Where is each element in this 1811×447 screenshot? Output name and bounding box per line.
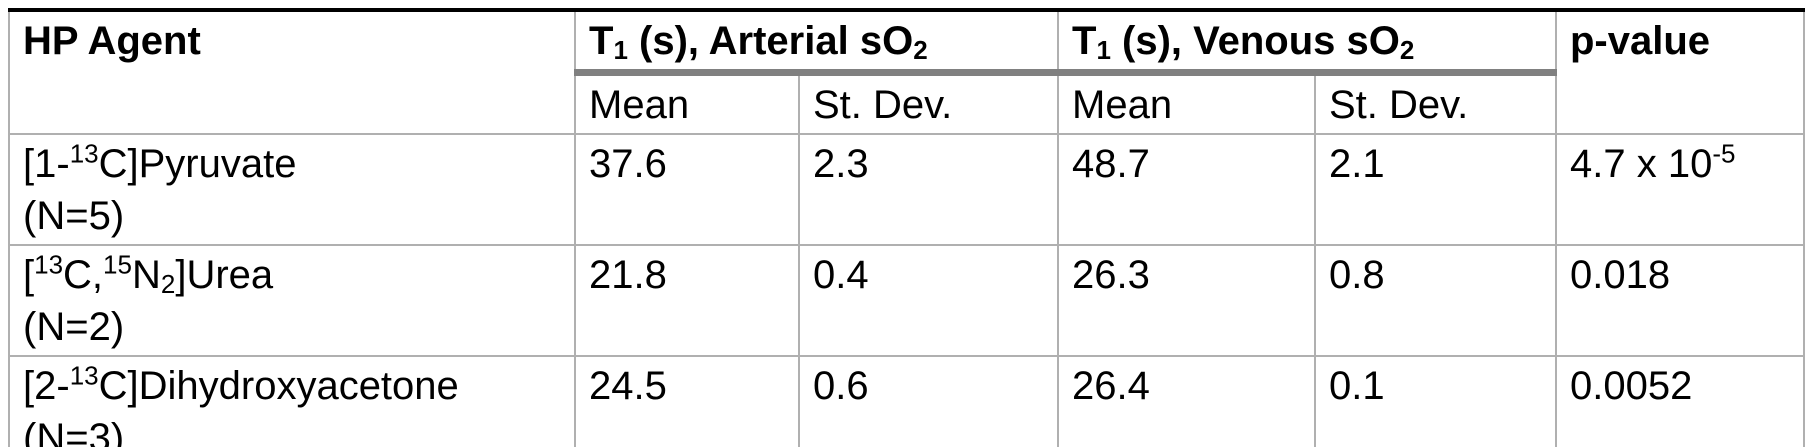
subheader-arterial-mean: Mean — [574, 71, 800, 135]
table-row: [13C,15N2]Urea (N=2) 21.8 0.4 26.3 0.8 0… — [8, 244, 1805, 357]
cell-arterial-stdev: 0.4 — [798, 244, 1059, 357]
cell-venous-stdev: 2.1 — [1314, 133, 1557, 246]
header-sub-row: Mean St. Dev. Mean St. Dev. — [9, 71, 1804, 135]
header-venous-so2: T1 (s), Venous sO2 — [1057, 9, 1557, 76]
subheader-venous-mean: Mean — [1057, 71, 1316, 135]
header-hp-agent: HP Agent — [8, 9, 576, 135]
agent-n-count: (N=5) — [23, 194, 125, 238]
table-body: [1-13C]Pyruvate (N=5) 37.6 2.3 48.7 2.1 … — [8, 133, 1805, 447]
agent-n-count: (N=2) — [23, 305, 125, 349]
cell-arterial-mean: 37.6 — [574, 133, 800, 246]
table-row: [1-13C]Pyruvate (N=5) 37.6 2.3 48.7 2.1 … — [8, 133, 1805, 246]
cell-venous-mean: 26.4 — [1057, 355, 1316, 447]
cell-venous-stdev: 0.1 — [1314, 355, 1557, 447]
cell-p-value: 0.0052 — [1555, 355, 1805, 447]
cell-venous-stdev: 0.8 — [1314, 244, 1557, 357]
t1-relaxation-table: HP Agent T1 (s), Arterial sO2 T1 (s), Ve… — [8, 8, 1805, 447]
cell-agent: [2-13C]Dihydroxyacetone (N=3) — [8, 355, 576, 447]
table-header: HP Agent T1 (s), Arterial sO2 T1 (s), Ve… — [8, 9, 1805, 135]
cell-arterial-mean: 24.5 — [574, 355, 800, 447]
header-group-row: HP Agent T1 (s), Arterial sO2 T1 (s), Ve… — [8, 9, 1805, 135]
cell-venous-mean: 26.3 — [1057, 244, 1316, 357]
cell-agent: [1-13C]Pyruvate (N=5) — [8, 133, 576, 246]
agent-name: [1-13C]Pyruvate — [23, 138, 297, 186]
cell-p-value: 4.7 x 10-5 — [1555, 133, 1805, 246]
subheader-arterial-stdev: St. Dev. — [798, 71, 1059, 135]
agent-name: [2-13C]Dihydroxyacetone — [23, 360, 459, 408]
table-row: [2-13C]Dihydroxyacetone (N=3) 24.5 0.6 2… — [8, 355, 1805, 447]
cell-arterial-stdev: 2.3 — [798, 133, 1059, 246]
agent-name: [13C,15N2]Urea — [23, 249, 274, 299]
subheader-venous-stdev: St. Dev. — [1314, 71, 1557, 135]
cell-arterial-mean: 21.8 — [574, 244, 800, 357]
cell-agent: [13C,15N2]Urea (N=2) — [8, 244, 576, 357]
agent-n-count: (N=3) — [23, 416, 125, 447]
header-p-value: p-value — [1555, 9, 1805, 135]
header-arterial-so2: T1 (s), Arterial sO2 — [574, 9, 1059, 76]
cell-venous-mean: 48.7 — [1057, 133, 1316, 246]
cell-p-value: 0.018 — [1555, 244, 1805, 357]
cell-arterial-stdev: 0.6 — [798, 355, 1059, 447]
